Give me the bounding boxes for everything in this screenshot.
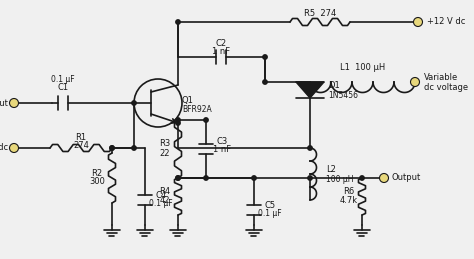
Text: +12 V dc: +12 V dc [427,18,465,26]
Polygon shape [296,82,324,98]
Text: R2: R2 [91,169,102,177]
Text: 0.1 μF: 0.1 μF [149,199,173,208]
Circle shape [132,146,136,150]
Circle shape [263,80,267,84]
Text: 4.7k: 4.7k [340,196,358,205]
Text: C2: C2 [216,39,227,47]
Circle shape [176,20,180,24]
Circle shape [176,118,180,122]
Text: 100 μH: 100 μH [326,175,354,183]
Text: C4: C4 [155,191,166,200]
Circle shape [176,176,180,180]
Circle shape [110,146,114,150]
Circle shape [9,98,18,107]
Circle shape [308,176,312,180]
Text: BFR92A: BFR92A [182,104,212,113]
Text: 274: 274 [73,141,89,150]
Text: 0.1 μF: 0.1 μF [51,76,75,84]
Text: 42: 42 [160,196,170,205]
Text: 1 nF: 1 nF [213,146,231,155]
Text: R5  274: R5 274 [304,9,336,18]
Text: R1: R1 [75,133,87,142]
Text: Variable: Variable [424,74,458,83]
Text: dc voltage: dc voltage [424,83,468,91]
Text: 1 nF: 1 nF [212,47,230,55]
Text: +5 V dc: +5 V dc [0,143,8,153]
Circle shape [132,101,136,105]
Circle shape [252,176,256,180]
Circle shape [413,18,422,26]
Text: R4: R4 [159,187,171,196]
Text: L1  100 μH: L1 100 μH [340,63,386,73]
Text: 300: 300 [89,177,105,186]
Circle shape [204,176,208,180]
Text: 0.1 μF: 0.1 μF [258,210,282,219]
Circle shape [308,146,312,150]
Text: L2: L2 [326,164,336,174]
Circle shape [360,176,364,180]
Circle shape [9,143,18,153]
Text: 1N5456: 1N5456 [328,90,358,99]
Circle shape [263,55,267,59]
Text: D1: D1 [328,82,340,90]
Circle shape [204,118,208,122]
Circle shape [176,121,180,125]
Circle shape [110,146,114,150]
Text: C3: C3 [216,136,228,146]
Text: 22: 22 [160,148,170,157]
Text: R3: R3 [159,140,171,148]
Text: Output: Output [392,174,421,183]
Circle shape [410,77,419,87]
Text: C5: C5 [264,202,275,211]
Text: Input: Input [0,98,8,107]
Text: C1: C1 [57,83,69,92]
Text: Q1: Q1 [182,96,194,104]
Circle shape [380,174,389,183]
Circle shape [176,176,180,180]
Text: R6: R6 [343,187,355,196]
